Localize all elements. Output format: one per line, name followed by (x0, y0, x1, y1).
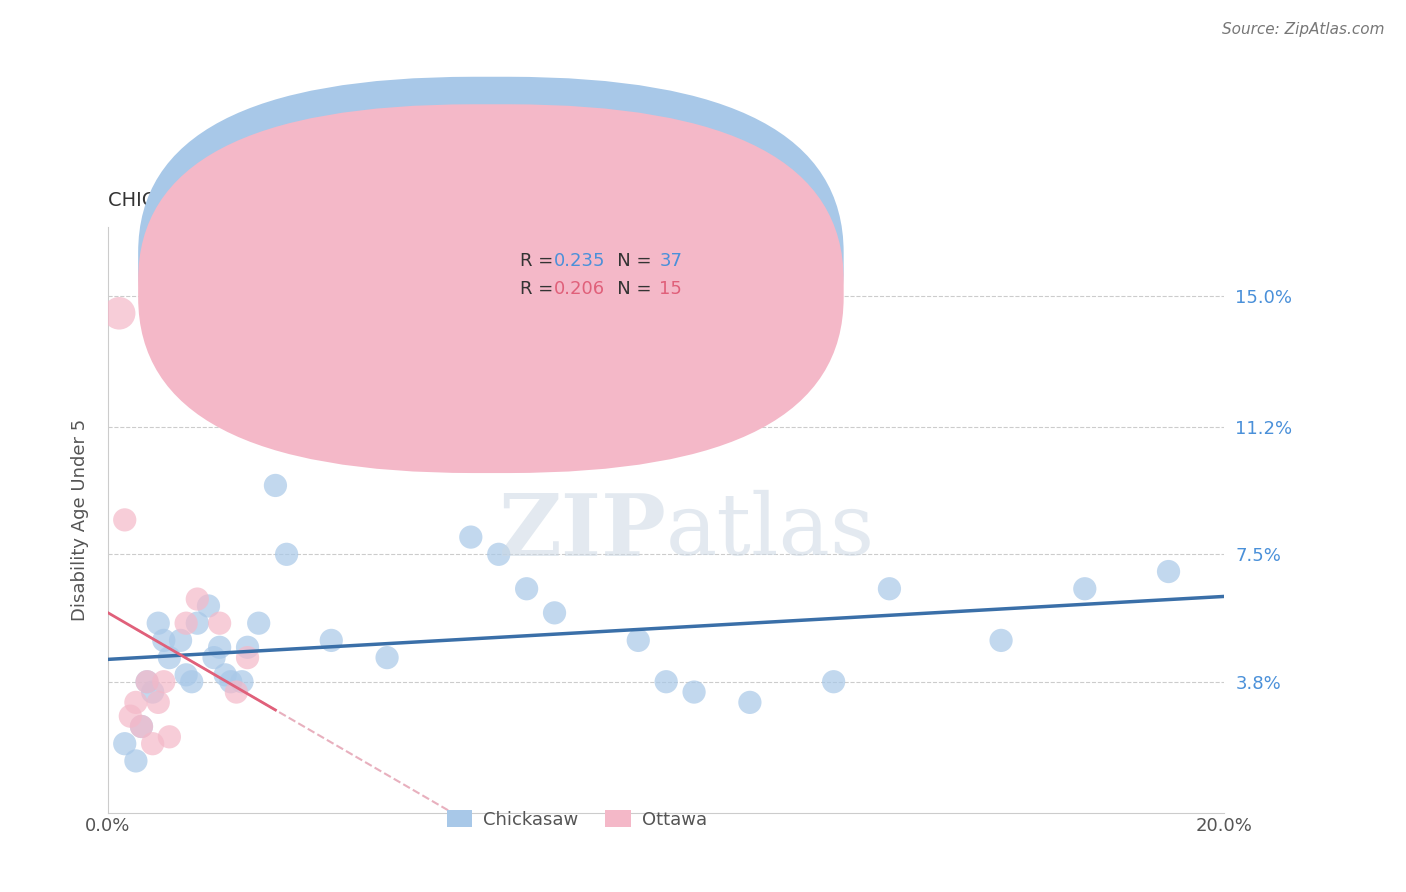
Point (236, 650, 259, 665)
FancyBboxPatch shape (138, 77, 844, 445)
Text: 0.235: 0.235 (554, 252, 605, 270)
Text: CHICKASAW VS OTTAWA DISABILITY AGE UNDER 5 CORRELATION CHART: CHICKASAW VS OTTAWA DISABILITY AGE UNDER… (108, 192, 815, 211)
Point (208, 616, 231, 631)
Point (169, 633, 191, 648)
Point (276, 547, 298, 561)
Point (202, 650, 225, 665)
Text: 37: 37 (659, 252, 682, 270)
Point (125, 754, 148, 768)
Point (186, 616, 208, 631)
Text: Source: ZipAtlas.com: Source: ZipAtlas.com (1222, 22, 1385, 37)
Point (516, 582, 538, 596)
Point (738, 695, 761, 709)
Point (157, 650, 180, 665)
Point (823, 674, 845, 689)
Point (225, 685, 247, 699)
Point (219, 674, 242, 689)
Text: R =: R = (520, 252, 560, 270)
Point (131, 719, 153, 733)
Point (136, 674, 159, 689)
Point (125, 695, 148, 709)
Point (543, 606, 565, 620)
Point (136, 674, 159, 689)
Point (460, 530, 482, 544)
Point (153, 674, 176, 689)
Text: N =: N = (600, 280, 658, 298)
Text: 0.206: 0.206 (554, 280, 605, 298)
Point (1157, 565, 1180, 579)
Point (683, 685, 706, 699)
Point (655, 674, 678, 689)
Text: 15: 15 (659, 280, 682, 298)
Point (197, 599, 219, 613)
Text: atlas: atlas (666, 490, 876, 574)
Point (174, 616, 197, 631)
Point (157, 730, 180, 744)
Text: ZIP: ZIP (498, 490, 666, 574)
Point (236, 640, 259, 655)
Text: R =: R = (520, 280, 560, 298)
Point (990, 633, 1012, 648)
Point (108, 306, 131, 320)
Point (142, 737, 165, 751)
Point (174, 668, 197, 682)
Point (180, 674, 202, 689)
Point (879, 582, 901, 596)
FancyBboxPatch shape (454, 239, 706, 312)
Legend: Chickasaw, Ottawa: Chickasaw, Ottawa (440, 803, 714, 836)
Text: N =: N = (600, 252, 658, 270)
Point (1074, 582, 1097, 596)
Point (142, 685, 165, 699)
Point (488, 547, 510, 561)
Point (148, 695, 170, 709)
Point (231, 674, 253, 689)
Point (131, 719, 153, 733)
Point (375, 650, 398, 665)
Point (627, 633, 650, 648)
Y-axis label: Disability Age Under 5: Disability Age Under 5 (72, 418, 89, 621)
Point (321, 633, 343, 648)
Point (120, 709, 142, 723)
Point (214, 668, 236, 682)
Point (264, 478, 287, 492)
FancyBboxPatch shape (138, 104, 844, 473)
Point (114, 737, 136, 751)
Point (153, 633, 176, 648)
Point (208, 640, 231, 655)
Point (114, 513, 136, 527)
Point (247, 616, 270, 631)
Point (148, 616, 170, 631)
Point (186, 592, 208, 607)
